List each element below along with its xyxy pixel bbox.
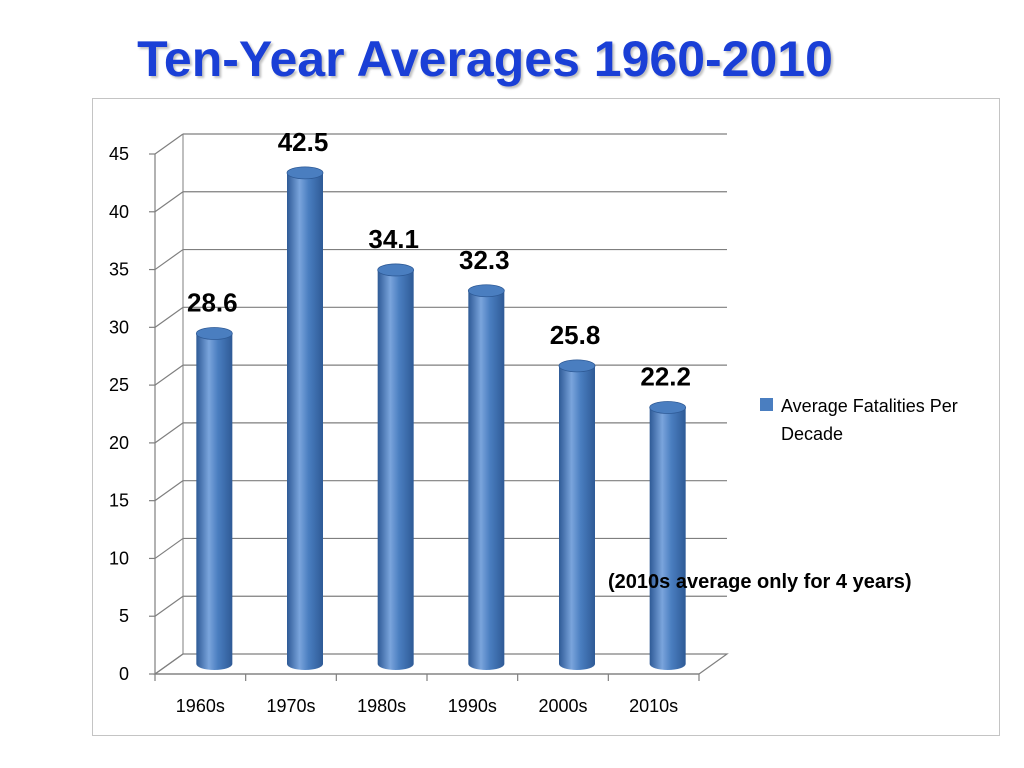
bar: [195, 327, 233, 670]
bar-body: [377, 269, 414, 670]
x-tick-label: 1990s: [448, 696, 497, 716]
gridline-diagonal: [154, 537, 184, 559]
bar-chart: 0 5 10 15 20 25 30 35 40 45 28.6 1960s 42.5 1970s 34.1…: [109, 127, 729, 716]
bar-body: [196, 333, 233, 670]
data-label: 28.6: [187, 288, 238, 318]
bar-top: [377, 263, 415, 277]
data-label: 22.2: [640, 361, 691, 391]
data-label: 25.8: [550, 320, 601, 350]
legend-label: Average Fatalities Per Decade: [781, 392, 958, 448]
y-tick-label: 25: [109, 375, 129, 395]
x-tick-label: 1960s: [176, 696, 225, 716]
bar-body: [468, 290, 505, 670]
chart-legend: Average Fatalities Per Decade: [760, 392, 1000, 448]
chart-frame: 0 5 10 15 20 25 30 35 40 45 28.6 1960s 42.5 1970s 34.1…: [92, 98, 1000, 736]
gridline-diagonal: [154, 133, 184, 155]
slide-title: Ten-Year Averages 1960-2010: [137, 31, 833, 87]
bar: [467, 284, 505, 670]
bar-top: [467, 284, 505, 298]
bar-body: [559, 365, 595, 670]
bar-body: [649, 407, 686, 670]
gridline-diagonal: [154, 480, 184, 502]
legend-label-line1: Average Fatalities Per: [781, 396, 958, 416]
bar: [558, 359, 596, 670]
bar-body: [287, 172, 323, 670]
y-tick-label: 15: [109, 491, 129, 511]
data-label: 32.3: [459, 245, 510, 275]
bar-top: [286, 166, 324, 180]
x-tick-label: 1970s: [266, 696, 315, 716]
x-tick-label: 2000s: [538, 696, 587, 716]
chart-floor: [153, 653, 729, 675]
y-tick-label: 0: [119, 664, 129, 684]
gridline-diagonal: [154, 364, 184, 386]
bar-top: [558, 359, 596, 373]
data-label: 42.5: [278, 127, 329, 157]
chart-annotation: (2010s average only for 4 years): [608, 571, 912, 593]
bar: [649, 401, 687, 670]
y-tick-label: 40: [109, 202, 129, 222]
y-tick-label: 20: [109, 433, 129, 453]
gridline-diagonal: [154, 595, 184, 617]
y-tick-label: 5: [119, 606, 129, 626]
x-tick-label: 2010s: [629, 696, 678, 716]
y-tick-label: 30: [109, 317, 129, 337]
bar: [377, 263, 415, 670]
gridline-diagonal: [154, 249, 184, 271]
bar-top: [649, 401, 687, 414]
data-label: 34.1: [368, 224, 419, 254]
y-tick-label: 35: [109, 260, 129, 280]
gridline-diagonal: [154, 422, 184, 444]
gridline-diagonal: [154, 306, 184, 328]
bar-top: [195, 327, 233, 340]
legend-label-line2: Decade: [781, 424, 844, 444]
y-tick-label: 45: [109, 144, 129, 164]
bar: [286, 166, 324, 670]
gridline-diagonal: [154, 191, 184, 213]
x-tick-label: 1980s: [357, 696, 406, 716]
legend-swatch: [760, 398, 773, 411]
y-tick-label: 10: [109, 548, 129, 568]
